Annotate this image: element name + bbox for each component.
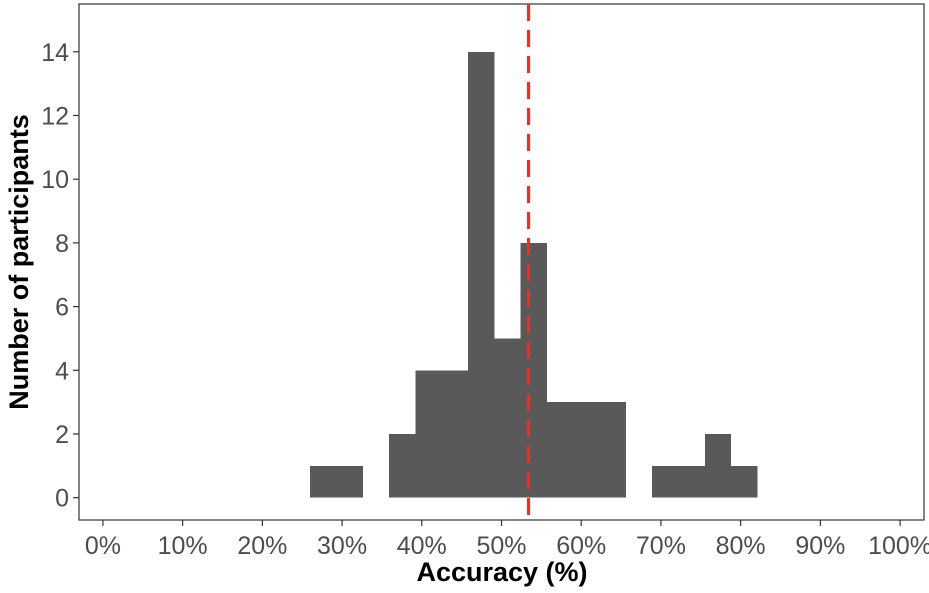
histogram-bar [494,338,521,498]
x-tick-label: 80% [716,532,766,560]
x-tick-label: 50% [476,532,526,560]
histogram-bar [389,434,416,498]
y-tick-label: 4 [55,357,69,385]
histogram-bar [546,402,574,498]
y-tick-label: 14 [41,39,69,67]
y-tick-label: 0 [55,485,69,513]
histogram-bar [310,465,337,498]
x-tick-label: 60% [556,532,606,560]
x-tick-label: 20% [237,532,287,560]
histogram-bar [573,402,600,498]
histogram-bar [652,465,679,498]
histogram-bar [731,465,758,498]
histogram-bar [599,402,626,498]
histogram-bar [704,434,732,498]
histogram-bar [415,370,442,498]
histogram-bar [336,465,363,498]
x-tick-label: 100% [868,532,929,560]
x-axis: 0% 10% 20% 30% 40% 50% 60% 70% 80% 90% 100% [85,520,929,560]
x-tick-label: 30% [317,532,367,560]
x-axis-title: Accuracy (%) [416,557,587,587]
y-tick-label: 8 [55,230,69,258]
y-axis: 0 2 4 6 8 10 12 14 [41,39,79,513]
y-tick-label: 12 [41,102,69,130]
x-tick-label: 90% [795,532,845,560]
y-tick-label: 6 [55,294,69,322]
bars-group [310,51,758,498]
histogram-bar [441,370,469,498]
histogram-bar [678,465,705,498]
histogram-bar [520,242,547,498]
x-tick-label: 40% [397,532,447,560]
x-tick-label: 0% [85,532,121,560]
x-tick-label: 10% [158,532,208,560]
y-tick-label: 2 [55,421,69,449]
x-tick-label: 70% [636,532,686,560]
histogram-bar [468,51,495,498]
y-tick-label: 10 [41,166,69,194]
y-axis-title: Number of participants [4,114,34,410]
